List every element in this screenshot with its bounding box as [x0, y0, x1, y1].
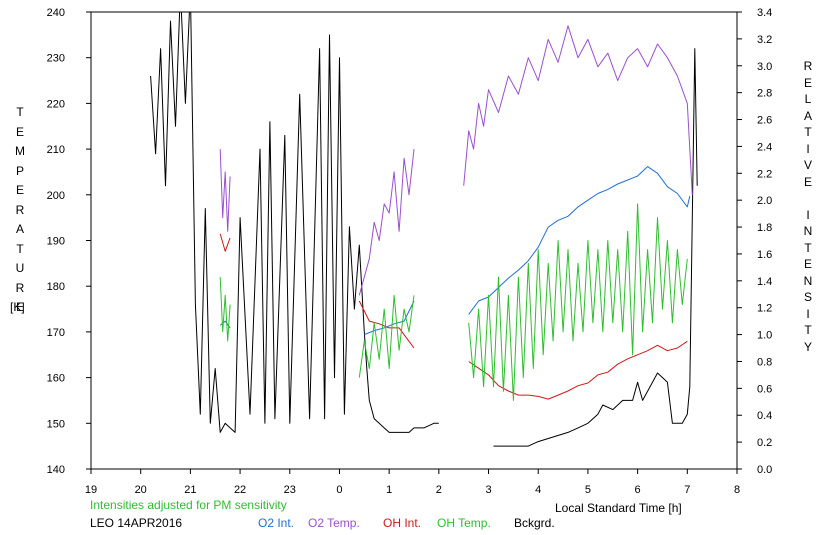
axis-label-letter: I [806, 306, 810, 321]
series-line-o2_temp [463, 25, 693, 195]
x-tick-label: 2 [436, 484, 442, 496]
right-tick-label: 0.4 [757, 410, 772, 422]
axis-label-letter: N [803, 224, 813, 238]
x-tick-label: 20 [135, 484, 147, 496]
right-tick-label: 0.6 [757, 383, 772, 395]
axis-label-letter: E [15, 183, 24, 197]
axis-label-letter: R [803, 59, 813, 73]
series-line-o2_temp [358, 149, 415, 296]
series-layer [150, 12, 698, 447]
left-tick-label: 180 [47, 281, 65, 293]
axis-label-letter: Y [803, 339, 812, 354]
legend-o2-temp: O2 Temp. [308, 516, 360, 530]
series-line-oh_temp [219, 277, 231, 342]
axis-label-letter: A [15, 222, 24, 236]
right-tick-label: 2.4 [757, 141, 772, 153]
axis-label-letter: L [804, 92, 812, 106]
x-tick-label: 1 [386, 484, 392, 496]
series-line-oh_temp [358, 294, 415, 378]
axis-label-letter: E [15, 300, 24, 314]
right-tick-label: 0.0 [757, 464, 772, 476]
left-tick-label: 190 [47, 236, 65, 248]
x-tick-label: 0 [336, 484, 342, 496]
left-tick-label: 200 [47, 190, 65, 202]
x-tick-label: 6 [635, 484, 641, 496]
right-tick-label: 0.8 [757, 356, 772, 368]
axis-label-letter: T [804, 125, 812, 139]
left-tick-label: 170 [47, 327, 65, 339]
right-tick-label: 3.2 [757, 34, 772, 46]
left-tick-label: 160 [47, 373, 65, 385]
left-tick-label: 210 [47, 144, 65, 156]
x-axis: 19 20 21 22 23 0 1 2 3 4 5 6 7 8 [85, 469, 740, 496]
series-line-bckgrd [150, 12, 439, 433]
x-tick-label: 3 [485, 484, 491, 496]
legend-o2-int: O2 Int. [258, 516, 295, 530]
series-line-oh_temp [468, 203, 688, 401]
left-tick-label: 150 [47, 418, 65, 430]
right-tick-label: 2.2 [757, 168, 772, 180]
plot-frame [90, 11, 738, 470]
x-tick-label: 5 [585, 484, 591, 496]
axis-label-letter: P [15, 163, 24, 178]
left-tick-label: 240 [47, 7, 65, 19]
axis-label-letter: E [803, 174, 812, 189]
axis-label-letter: R [15, 280, 25, 295]
series-line-oh_int [219, 233, 231, 252]
series-line-o2_int [468, 166, 691, 315]
axis-label-letter: I [806, 141, 810, 156]
axis-label-letter: A [803, 108, 812, 123]
x-tick-label: 21 [184, 484, 196, 496]
sensitivity-note: Intensities adjusted for PM sensitivity [90, 498, 287, 512]
x-axis-label: Local Standard Time [h] [555, 501, 682, 515]
right-tick-label: 3.4 [757, 7, 772, 19]
axis-label-letter: E [15, 124, 24, 139]
axis-label-letter: I [806, 207, 810, 222]
legend-oh-temp: OH Temp. [437, 516, 491, 530]
legend-oh-int: OH Int. [383, 516, 422, 530]
axis-label-letter: V [803, 158, 812, 172]
legend-bckgrd: Bckgrd. [514, 516, 555, 530]
series-line-o2_int [364, 300, 415, 336]
axis-label-letter: E [803, 75, 812, 90]
left-tick-label: 140 [47, 464, 65, 476]
axis-label-letter: M [15, 144, 25, 158]
axis-label-letter: T [16, 105, 24, 119]
x-tick-label: 7 [684, 484, 690, 496]
x-tick-label: 22 [234, 484, 246, 496]
axis-label-letter: E [803, 257, 812, 271]
right-tick-label: 2.6 [757, 115, 772, 127]
right-tick-label: 1.4 [757, 276, 772, 288]
axis-label-letter: R [15, 202, 25, 217]
right-tick-label: 2.0 [757, 195, 772, 207]
right-tick-label: 1.2 [757, 303, 772, 315]
x-tick-label: 4 [535, 484, 541, 496]
axis-label-letter: N [803, 273, 813, 288]
series-line-oh_int [358, 300, 415, 349]
series-line-o2_temp [219, 149, 231, 232]
axis-label-letter: S [803, 290, 812, 304]
left-axis-unit: [K] [10, 300, 25, 314]
right-tick-label: 1.6 [757, 249, 772, 261]
axis-label-letter: T [804, 240, 812, 255]
x-tick-label: 8 [734, 484, 740, 496]
right-tick-label: 1.0 [757, 330, 772, 342]
left-tick-label: 220 [47, 98, 65, 110]
right-tick-label: 1.8 [757, 222, 772, 234]
right-tick-label: 3.0 [757, 61, 772, 73]
series-line-oh_int [468, 340, 688, 400]
left-tick-label: 230 [47, 53, 65, 65]
x-tick-label: 23 [284, 484, 296, 496]
right-tick-label: 2.8 [757, 88, 772, 100]
series-line-bckgrd [493, 48, 698, 447]
axis-label-letter: T [804, 323, 812, 337]
left-y-axis: 140 150 160 170 180 190 200 210 220 230 240 [47, 7, 91, 476]
station-date-label: LEO 14APR2016 [90, 516, 183, 530]
right-y-axis: 0.0 0.2 0.4 0.6 0.8 1.0 1.2 1.4 1.6 1.8 2.0 2.2 2.4 2… [737, 7, 772, 476]
axis-label-letter: T [16, 241, 24, 256]
right-tick-label: 0.2 [757, 437, 772, 449]
axis-label-letter: U [15, 261, 25, 275]
x-tick-label: 19 [85, 484, 97, 496]
